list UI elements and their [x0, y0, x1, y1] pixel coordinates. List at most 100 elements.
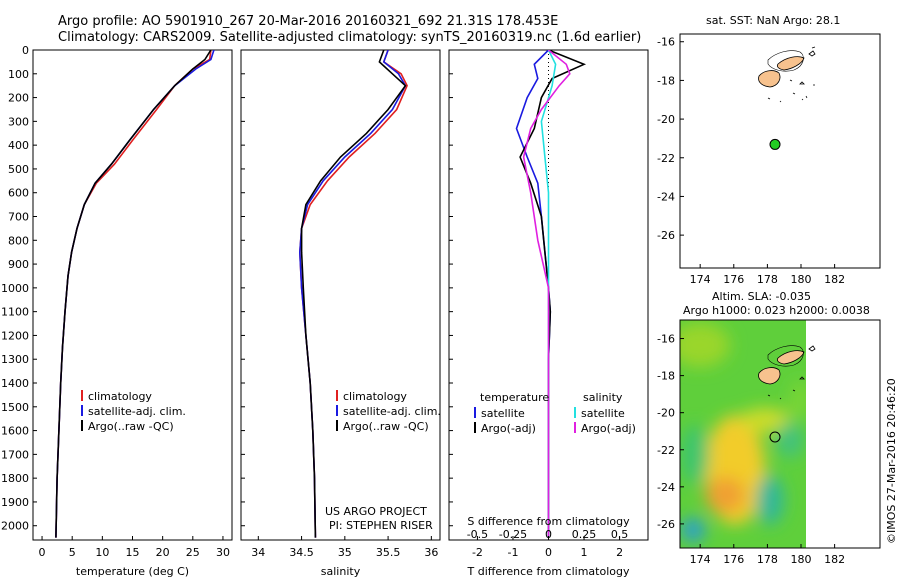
map-y-tick-label: -18 [657, 370, 675, 383]
x-tick-label: 25 [186, 546, 200, 559]
map-y-tick-label: -20 [657, 113, 675, 126]
depth-tick-label: 600 [8, 187, 29, 200]
map-y-tick-label: -26 [657, 518, 675, 531]
map-x-tick-label: 180 [791, 553, 812, 566]
x-tick-label: 0 [545, 546, 552, 559]
pi-credit: PI: STEPHEN RISER [329, 519, 433, 532]
x-tick-label: 30 [216, 546, 230, 559]
x-tick-label: 34 [251, 546, 265, 559]
x-tick-label: 1 [581, 546, 588, 559]
legend-label: climatology [343, 390, 407, 403]
depth-tick-label: 200 [8, 92, 29, 105]
difference-line-3 [522, 50, 571, 538]
profile-line-sal-0 [298, 50, 408, 538]
header-line-1: Argo profile: AO 5901910_267 20-Mar-2016… [58, 14, 559, 29]
x-tick-label: 15 [126, 546, 140, 559]
depth-tick-label: 800 [8, 234, 29, 247]
x-tick-label: -1 [507, 546, 518, 559]
depth-tick-label: 1300 [1, 353, 29, 366]
depth-tick-label: 1900 [1, 496, 29, 509]
map-y-tick-label: -16 [657, 36, 675, 49]
sst-map-frame [679, 33, 881, 269]
fiji-islands-bottom [758, 345, 816, 400]
map-y-tick-label: -26 [657, 229, 675, 242]
depth-tick-label: 300 [8, 115, 29, 128]
x-tick-label: 10 [95, 546, 109, 559]
salinity-panel-frame [240, 49, 441, 541]
map-y-tick-label: -24 [657, 190, 675, 203]
legend-header-salinity: salinity [583, 391, 623, 404]
difference-axis-label: T difference from climatology [467, 565, 630, 578]
legend-label: satellite [581, 407, 625, 420]
legend-header-temperature: temperature [480, 391, 549, 404]
depth-tick-label: 500 [8, 163, 29, 176]
legend-label: Argo(-adj) [481, 422, 536, 435]
x-tick-label: -2 [472, 546, 483, 559]
map-y-tick-label: -16 [657, 333, 675, 346]
legend-label: climatology [88, 390, 152, 403]
depth-tick-label: 700 [8, 211, 29, 224]
map-y-tick-label: -20 [657, 407, 675, 420]
top-x-tick-label: 0.25 [572, 528, 597, 541]
legend-label: satellite-adj. clim. [88, 405, 186, 418]
x-tick-label: 2 [616, 546, 623, 559]
sla-map-subtitle: Argo h1000: 0.023 h2000: 0.0038 [683, 304, 870, 317]
map-y-tick-label: -24 [657, 481, 675, 494]
sst-map-title: sat. SST: NaN Argo: 28.1 [706, 14, 841, 27]
depth-tick-label: 900 [8, 258, 29, 271]
x-tick-label: 0 [39, 546, 46, 559]
salinity-axis-label: salinity [321, 565, 361, 578]
legend-label: satellite-adj. clim. [343, 405, 441, 418]
x-tick-label: 34.5 [289, 546, 314, 559]
profile-line-temp-1 [55, 50, 215, 538]
depth-tick-label: 2000 [1, 520, 29, 533]
map-x-tick-label: 182 [824, 273, 845, 286]
depth-tick-label: 0 [22, 44, 29, 57]
x-tick-label: 5 [69, 546, 76, 559]
profile-line-temp-2 [55, 50, 212, 538]
depth-tick-label: 100 [8, 68, 29, 81]
profile-line-temp-0 [55, 50, 212, 538]
project-credit: US ARGO PROJECT [325, 505, 427, 518]
map-x-tick-label: 176 [723, 553, 744, 566]
legend-label: Argo(..raw -QC) [88, 420, 174, 433]
map-y-tick-label: -18 [657, 74, 675, 87]
profile-line-sal-1 [298, 50, 407, 538]
top-x-tick-label: -0.5 [467, 528, 488, 541]
header-line-2: Climatology: CARS2009. Satellite-adjuste… [58, 30, 642, 45]
map-x-tick-label: 174 [690, 273, 711, 286]
sla-map-title: Altim. SLA: -0.035 [712, 290, 812, 303]
map-x-tick-label: 178 [757, 273, 778, 286]
map-x-tick-label: 182 [824, 553, 845, 566]
legend-label: Argo(..raw -QC) [343, 420, 429, 433]
depth-tick-label: 1600 [1, 425, 29, 438]
map-x-tick-label: 174 [690, 553, 711, 566]
map-y-tick-label: -22 [657, 444, 675, 457]
float-location-marker [769, 138, 781, 150]
x-tick-label: 20 [156, 546, 170, 559]
depth-tick-label: 1400 [1, 377, 29, 390]
temperature-axis-label: temperature (deg C) [76, 565, 189, 578]
depth-tick-label: 1200 [1, 329, 29, 342]
depth-tick-label: 1800 [1, 472, 29, 485]
x-tick-label: 35 [338, 546, 352, 559]
difference-line-1 [519, 50, 587, 538]
legend-label: Argo(-adj) [581, 422, 636, 435]
sla-map-frame [679, 319, 881, 549]
temperature-panel-frame [32, 49, 233, 541]
top-x-tick-label: 0 [545, 528, 552, 541]
sla-heatmap [680, 320, 880, 548]
map-y-tick-label: -22 [657, 152, 675, 165]
top-x-tick-label: 0.5 [611, 528, 629, 541]
depth-tick-label: 1100 [1, 306, 29, 319]
map-x-tick-label: 180 [791, 273, 812, 286]
top-axis-label: S difference from climatology [467, 515, 630, 528]
profile-line-sal-2 [300, 50, 407, 538]
legend-label: satellite [481, 407, 525, 420]
map-x-tick-label: 178 [757, 553, 778, 566]
depth-tick-label: 1500 [1, 401, 29, 414]
float-location-marker [769, 431, 781, 443]
x-tick-label: 36 [424, 546, 438, 559]
fiji-islands-top [758, 46, 816, 103]
